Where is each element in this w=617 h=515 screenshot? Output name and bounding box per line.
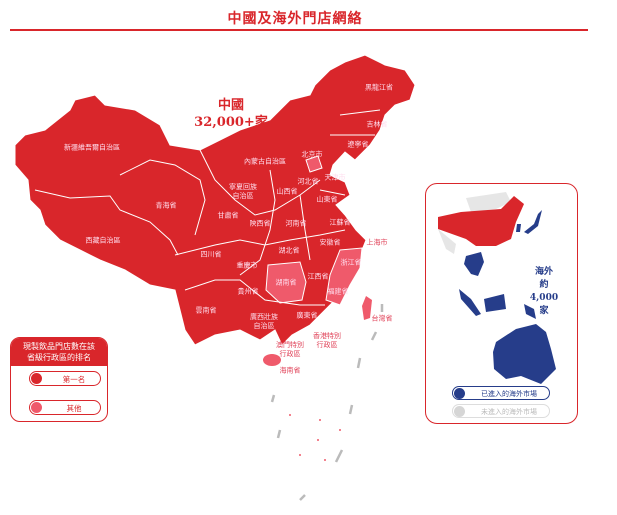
- overseas-summary: 海外 約4,000家: [528, 266, 561, 318]
- province-label: 湖北省: [278, 246, 300, 255]
- overseas-count: 約4,000家: [529, 280, 559, 316]
- india-region: [438, 229, 456, 254]
- legend-swatch-other: [31, 402, 42, 413]
- province-label: 雲南省: [195, 306, 217, 315]
- province-label: 遼寧省: [347, 140, 369, 149]
- legend-title: 現製飲品門店數在該 省級行政區的排名: [11, 338, 107, 366]
- province-label: 青海省: [155, 201, 177, 210]
- indonesia: [459, 289, 536, 319]
- province-label: 海南省: [279, 366, 301, 375]
- province-label: 西藏自治區: [85, 236, 121, 245]
- province-label: 河北省: [297, 177, 319, 186]
- province-label: 台灣省: [371, 314, 393, 323]
- province-label: 貴州省: [237, 287, 259, 296]
- entered-swatch: [454, 387, 465, 399]
- legend-title-line1: 現製飲品門店數在該: [23, 342, 95, 351]
- province-label: 安徽省: [319, 238, 341, 247]
- province-label: 北京市: [301, 150, 323, 159]
- korea: [516, 224, 521, 232]
- province-label: 廣東省: [296, 311, 318, 320]
- china-label: 中國: [217, 98, 244, 113]
- province-label: 黑龍江省: [365, 83, 393, 92]
- taiwan-island: [362, 296, 372, 320]
- province-label: 甘肅省: [217, 211, 239, 220]
- province-borders: [34, 109, 381, 306]
- not-entered-swatch: [454, 405, 465, 417]
- province-zhejiang-fujian: [325, 247, 363, 306]
- legend-title-line2: 省級行政區的排名: [27, 353, 91, 362]
- entered-label: 已進入的海外市場: [481, 389, 537, 398]
- province-label: 澳門特別 行政區: [276, 341, 304, 358]
- china-mainland: [14, 54, 416, 346]
- province-label: 福建省: [327, 287, 349, 296]
- province-label: 四川省: [200, 250, 222, 259]
- south-china-sea-islands: [289, 414, 341, 461]
- province-label: 河南省: [285, 219, 307, 228]
- province-label: 內蒙古自治區: [244, 157, 286, 166]
- legend-swatch-first: [31, 373, 42, 384]
- legend-item-other: 其他: [29, 400, 101, 415]
- overseas-legend-not-entered: 未進入的海外市場: [452, 404, 550, 418]
- overseas-legend-entered: 已進入的海外市場: [452, 386, 550, 400]
- province-label: 重慶市: [236, 261, 258, 270]
- overseas-label: 海外: [534, 267, 553, 277]
- province-label: 上海市: [366, 238, 388, 247]
- legend-label-first: 第一名: [62, 375, 86, 384]
- china-count: 32,000+家: [194, 115, 268, 130]
- china-summary: 中國 32,000+家: [194, 97, 268, 131]
- province-label: 吉林省: [366, 120, 388, 129]
- province-label: 天津市: [324, 173, 346, 182]
- rank-legend: 現製飲品門店數在該 省級行政區的排名 第一名 其他: [10, 337, 108, 422]
- province-label: 江蘇省: [329, 218, 351, 227]
- province-label: 山西省: [276, 187, 298, 196]
- legend-label-other: 其他: [66, 404, 82, 413]
- province-label: 寧夏回族 自治區: [229, 183, 257, 200]
- province-label: 江西省: [307, 272, 329, 281]
- australia: [493, 324, 556, 384]
- hainan-island: [263, 354, 281, 366]
- province-label: 浙江省: [340, 258, 362, 267]
- province-label: 陝西省: [249, 219, 271, 228]
- province-label: 香港特別 行政區: [313, 332, 341, 349]
- russia-mongolia: [466, 192, 511, 212]
- not-entered-label: 未進入的海外市場: [481, 407, 537, 416]
- province-label: 湖南省: [275, 278, 297, 287]
- province-label: 山東省: [316, 195, 338, 204]
- province-label: 廣西壯族 自治區: [250, 313, 278, 330]
- overseas-panel: 海外 約4,000家 已進入的海外市場 未進入的海外市場: [425, 183, 578, 424]
- overseas-map: [438, 192, 556, 384]
- china-mini: [438, 196, 524, 246]
- southeast-asia: [464, 252, 484, 276]
- province-hunan: [265, 261, 307, 304]
- nine-dash-line: [270, 304, 384, 501]
- legend-item-first: 第一名: [29, 371, 101, 386]
- province-label: 新疆維吾爾自治區: [64, 143, 120, 152]
- province-beijing: [305, 155, 323, 173]
- page-title: 中國及海外門店網絡: [227, 11, 363, 27]
- title-divider: [10, 29, 588, 31]
- japan: [524, 210, 542, 234]
